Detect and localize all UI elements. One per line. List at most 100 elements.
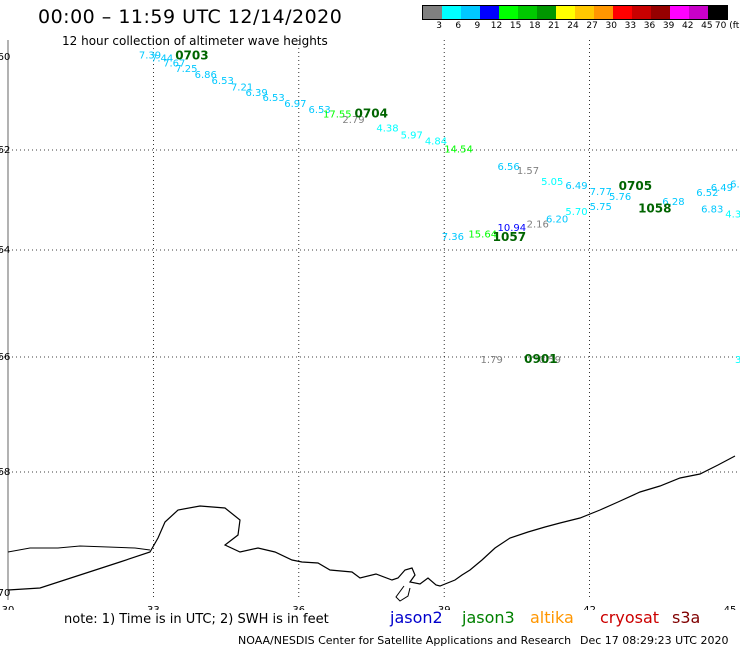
color-scale-label: 36: [643, 21, 656, 31]
color-scale-swatch: [632, 6, 651, 19]
wave-height-value: 17.55: [323, 109, 352, 120]
color-scale-swatch: [499, 6, 518, 19]
pass-time-label: 0703: [175, 48, 208, 62]
wave-height-value: 15.64: [468, 230, 497, 241]
latitude-tick-label: -62: [0, 145, 10, 156]
color-scale-swatch: [575, 6, 594, 19]
mission-label-s3a: s3a: [672, 608, 701, 627]
pass-time-labels: 0703 0704 0705 1058 1057 0901: [175, 48, 671, 365]
wave-height-value: 5.76: [609, 192, 631, 203]
color-scale-labels: 3 6 9 12 15 18 21 24 27 30 33 36 39 42 45 70 (ft): [422, 21, 740, 35]
coastline-inlet: [7, 545, 151, 553]
mission-label-jason3: jason3: [462, 608, 515, 627]
color-scale-bar: [422, 5, 728, 20]
wave-height-value: 6.49: [565, 181, 587, 192]
color-scale-swatch: [442, 6, 461, 19]
color-scale-label: 6: [455, 21, 462, 31]
mission-label-altika: altika: [530, 608, 574, 627]
color-scale-label: 24: [567, 21, 579, 31]
wave-height-value: 0.59: [539, 355, 561, 366]
color-scale-label: 18: [529, 21, 541, 31]
wave-height-value: 6.97: [284, 99, 306, 110]
wave-height-value: 6.53: [308, 105, 330, 116]
wave-height-value: 6.53: [212, 76, 234, 87]
color-scale-label: 70 (ft): [714, 21, 740, 31]
pass-time-label: 0704: [355, 106, 388, 120]
latitude-tick-label: -68: [0, 467, 10, 478]
color-scale-label: 42: [682, 21, 694, 31]
color-scale-swatch: [556, 6, 575, 19]
antarctic-coastline: [7, 455, 736, 591]
color-scale-swatch: [651, 6, 670, 19]
color-scale-swatch: [613, 6, 632, 19]
pass-time-label: 0705: [619, 179, 652, 193]
color-scale-label: 33: [624, 21, 637, 31]
latitude-tick-label: -70: [0, 588, 10, 599]
wave-height-value: 7.21: [231, 82, 253, 93]
color-scale-swatch: [423, 6, 442, 19]
wave-height-value: 6.56: [498, 162, 520, 173]
latitude-tick-label: -60: [0, 52, 10, 63]
wave-height-value: 6.86: [195, 70, 217, 81]
footer-note: note: 1) Time is in UTC; 2) SWH is in fe…: [64, 612, 329, 627]
wave-height-value: 6.53: [262, 93, 284, 104]
color-scale-label: 12: [490, 21, 503, 31]
color-scale-label: 9: [474, 21, 481, 31]
wave-height-value: 6.69: [730, 180, 740, 191]
longitude-tick-label: 36: [292, 605, 305, 610]
color-scale-label: 21: [548, 21, 560, 31]
color-scale-swatch: [537, 6, 556, 19]
longitude-tick-label: 30: [2, 605, 15, 610]
wave-height-value: 6.83: [701, 205, 723, 216]
wave-height-value: 14.54: [444, 145, 473, 156]
wave-height-value: 7.67: [163, 58, 185, 69]
map-title: 00:00 – 11:59 UTC 12/14/2020: [38, 6, 343, 28]
wave-height-value: 5.75: [590, 202, 612, 213]
color-scale-swatch: [480, 6, 499, 19]
wave-height-value: 2.79: [342, 115, 364, 126]
wave-height-value: 2.16: [527, 220, 549, 231]
wave-height-value: 10.94: [498, 223, 527, 234]
wave-height-value: 6.52: [696, 188, 718, 199]
credit-line: NOAA/NESDIS Center for Satellite Applica…: [238, 634, 572, 647]
latitude-tick-label: -66: [0, 352, 10, 363]
color-scale-label: 15: [509, 21, 522, 31]
wave-height-value: 1.79: [481, 355, 503, 366]
pass-time-label: 0901: [524, 352, 557, 366]
wave-height-value: 7.77: [590, 187, 612, 198]
wave-height-value: 1.57: [517, 166, 539, 177]
wave-height-value: 5.97: [401, 130, 423, 141]
color-scale-swatch: [689, 6, 708, 19]
longitude-tick-label: 45: [724, 605, 737, 610]
wave-height-value: 3.05: [735, 355, 740, 366]
longitude-tick-label: 39: [438, 605, 451, 610]
wave-height-value: 7.44: [151, 54, 173, 65]
pass-time-label: 1057: [493, 230, 526, 244]
wave-height-value: 7.39: [139, 50, 161, 61]
longitude-labels: 30 33 36 39 42 45: [2, 605, 737, 610]
map-subtitle: 12 hour collection of altimeter wave hei…: [62, 34, 328, 48]
wave-height-observations: 7.397.447.677.256.866.537.216.396.536.97…: [139, 50, 740, 365]
color-scale-swatch: [461, 6, 480, 19]
longitude-tick-label: 42: [583, 605, 596, 610]
map-grid: [0, 40, 740, 600]
wave-height-value: 4.38: [376, 123, 398, 134]
color-scale-swatch: [708, 6, 727, 19]
mission-label-cryosat: cryosat: [600, 608, 660, 627]
wave-height-value: 7.36: [442, 232, 464, 243]
mission-label-jason2: jason2: [390, 608, 443, 627]
generated-timestamp: Dec 17 08:29:23 UTC 2020: [580, 634, 729, 647]
wave-height-value: 6.28: [662, 197, 684, 208]
color-scale-label: 45: [701, 21, 713, 31]
pass-time-label: 1058: [638, 202, 671, 216]
coastline-inlet-loop: [395, 585, 411, 602]
color-scale-label: 39: [662, 21, 675, 31]
altimeter-map: 30 33 36 39 42 45 -60 -62 -64 -66 -68 -70 7.397.44…: [0, 40, 740, 610]
wave-height-value: 4.84: [425, 136, 447, 147]
wave-height-value: 6.20: [546, 215, 568, 226]
latitude-labels: -60 -62 -64 -66 -68 -70: [0, 52, 10, 599]
color-scale-swatch: [518, 6, 537, 19]
longitude-tick-label: 33: [147, 605, 160, 610]
latitude-tick-label: -64: [0, 245, 10, 256]
color-scale-swatch: [594, 6, 613, 19]
